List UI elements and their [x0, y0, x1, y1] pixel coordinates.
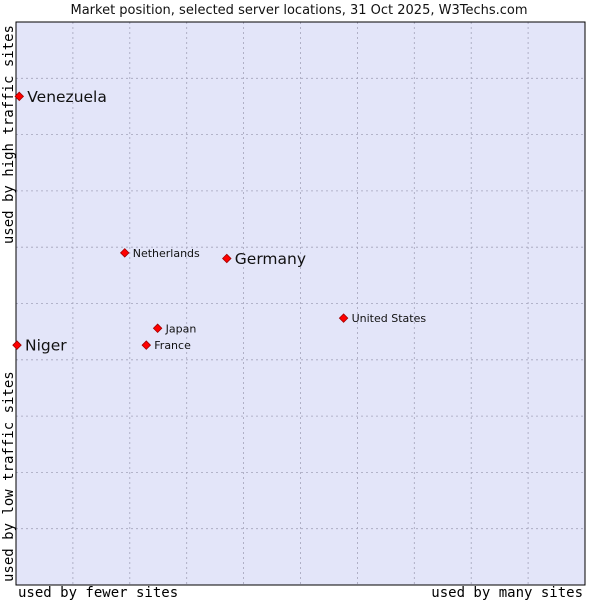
- y-axis-label-top: used by high traffic sites: [1, 25, 17, 244]
- data-point-venezuela: Venezuela: [14, 88, 107, 106]
- data-point-japan: Japan: [152, 322, 197, 335]
- x-axis-label-left: used by fewer sites: [18, 585, 178, 600]
- point-marker: [119, 248, 130, 258]
- data-point-germany: Germany: [222, 250, 306, 268]
- plot-border: [15, 21, 586, 586]
- grid-lines: [16, 22, 585, 585]
- point-marker: [12, 340, 22, 350]
- y-axis-label-bottom: used by low traffic sites: [1, 371, 17, 582]
- point-label: Germany: [235, 250, 306, 268]
- data-point-united-states: United States: [338, 312, 427, 325]
- data-point-france: France: [141, 339, 191, 352]
- point-marker: [141, 340, 152, 350]
- data-points: Venezuela Netherlands Germany United States…: [12, 88, 427, 355]
- point-marker: [222, 253, 232, 264]
- chart-title: Market position, selected server locatio…: [70, 3, 527, 18]
- point-marker: [14, 91, 25, 102]
- point-label: France: [154, 339, 191, 352]
- point-label: Niger: [25, 337, 67, 355]
- data-point-netherlands: Netherlands: [119, 247, 200, 260]
- point-marker: [338, 313, 349, 323]
- point-label: Japan: [165, 322, 197, 335]
- point-label: United States: [352, 312, 427, 325]
- point-label: Venezuela: [27, 88, 107, 106]
- x-axis-label-right: used by many sites: [431, 585, 583, 600]
- point-label: Netherlands: [133, 247, 200, 260]
- point-marker: [152, 323, 163, 334]
- data-point-niger: Niger: [12, 337, 67, 355]
